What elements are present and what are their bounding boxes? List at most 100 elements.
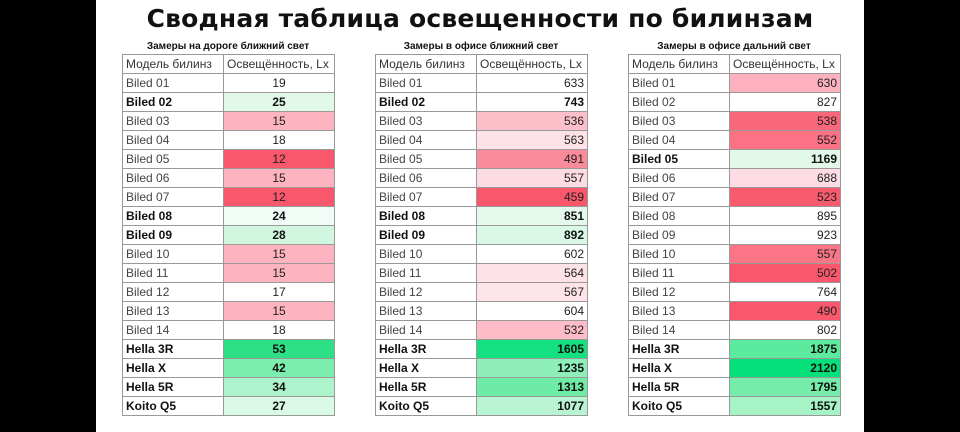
illuminance-cell: 1605 <box>476 339 588 359</box>
header-model: Модель билинз <box>628 54 730 74</box>
table-row: Koito Q5 1557 <box>628 396 841 416</box>
illuminance-cell: 490 <box>729 301 841 321</box>
illuminance-cell: 1169 <box>729 149 841 169</box>
illuminance-cell: 18 <box>223 320 335 340</box>
illuminance-cell: 557 <box>476 168 588 188</box>
illuminance-cell: 28 <box>223 225 335 245</box>
model-cell: Hella 5R <box>122 377 224 397</box>
model-cell: Koito Q5 <box>122 396 224 416</box>
table-row: Biled 09 28 <box>122 225 335 245</box>
illuminance-cell: 743 <box>476 92 588 112</box>
illuminance-cell: 892 <box>476 225 588 245</box>
illuminance-cell: 25 <box>223 92 335 112</box>
table-row: Koito Q5 1077 <box>375 396 588 416</box>
table-row: Biled 10 602 <box>375 244 588 264</box>
table-row: Biled 06 15 <box>122 168 335 188</box>
illuminance-cell: 630 <box>729 73 841 93</box>
model-cell: Biled 14 <box>375 320 477 340</box>
model-cell: Biled 02 <box>628 92 730 112</box>
table-block-office-high-beam: Замеры в офисе дальний свет Модель билин… <box>628 40 841 416</box>
table-row: Hella 5R 1313 <box>375 377 588 397</box>
table-row: Biled 03 538 <box>628 111 841 131</box>
illuminance-cell: 15 <box>223 244 335 264</box>
illuminance-cell: 827 <box>729 92 841 112</box>
model-cell: Biled 07 <box>375 187 477 207</box>
table-row: Hella 3R 1605 <box>375 339 588 359</box>
illuminance-cell: 15 <box>223 168 335 188</box>
table-row: Biled 14 802 <box>628 320 841 340</box>
illuminance-cell: 557 <box>729 244 841 264</box>
header-row: Модель билинз Освещённость, Lx <box>122 54 335 74</box>
illuminance-cell: 923 <box>729 225 841 245</box>
model-cell: Biled 07 <box>122 187 224 207</box>
table-row: Biled 11 564 <box>375 263 588 283</box>
table-row: Biled 02 827 <box>628 92 841 112</box>
model-cell: Biled 08 <box>375 206 477 226</box>
illuminance-cell: 567 <box>476 282 588 302</box>
header-row: Модель билинз Освещённость, Lx <box>375 54 588 74</box>
model-cell: Biled 05 <box>628 149 730 169</box>
table-block-road-low-beam: Замеры на дороге ближний свет Модель бил… <box>122 40 335 416</box>
model-cell: Biled 01 <box>122 73 224 93</box>
model-cell: Hella 3R <box>628 339 730 359</box>
illuminance-cell: 1235 <box>476 358 588 378</box>
table-row: Hella X 42 <box>122 358 335 378</box>
model-cell: Hella X <box>628 358 730 378</box>
model-cell: Hella X <box>375 358 477 378</box>
illuminance-table: Модель билинз Освещённость, Lx Biled 01 6… <box>628 54 841 416</box>
illuminance-cell: 538 <box>729 111 841 131</box>
illuminance-cell: 1077 <box>476 396 588 416</box>
header-model: Модель билинз <box>375 54 477 74</box>
table-row: Biled 09 923 <box>628 225 841 245</box>
table-row: Biled 04 18 <box>122 130 335 150</box>
illuminance-cell: 688 <box>729 168 841 188</box>
illuminance-cell: 15 <box>223 111 335 131</box>
table-row: Biled 06 688 <box>628 168 841 188</box>
model-cell: Biled 08 <box>628 206 730 226</box>
model-cell: Biled 06 <box>375 168 477 188</box>
table-row: Hella X 2120 <box>628 358 841 378</box>
model-cell: Biled 14 <box>122 320 224 340</box>
model-cell: Biled 12 <box>375 282 477 302</box>
illuminance-cell: 17 <box>223 282 335 302</box>
illuminance-table: Модель билинз Освещённость, Lx Biled 01 1… <box>122 54 335 416</box>
model-cell: Biled 04 <box>628 130 730 150</box>
table-row: Biled 10 15 <box>122 244 335 264</box>
illuminance-cell: 1557 <box>729 396 841 416</box>
model-cell: Koito Q5 <box>375 396 477 416</box>
illuminance-cell: 764 <box>729 282 841 302</box>
table-row: Biled 02 25 <box>122 92 335 112</box>
table-row: Biled 08 851 <box>375 206 588 226</box>
header-illuminance: Освещённость, Lx <box>476 54 588 74</box>
table-row: Biled 08 24 <box>122 206 335 226</box>
table-row: Biled 12 17 <box>122 282 335 302</box>
table-row: Hella 5R 34 <box>122 377 335 397</box>
model-cell: Biled 05 <box>122 149 224 169</box>
model-cell: Biled 05 <box>375 149 477 169</box>
table-row: Hella X 1235 <box>375 358 588 378</box>
illuminance-cell: 1875 <box>729 339 841 359</box>
model-cell: Biled 09 <box>628 225 730 245</box>
illuminance-cell: 564 <box>476 263 588 283</box>
illuminance-cell: 18 <box>223 130 335 150</box>
table-title: Замеры на дороге ближний свет <box>146 41 310 52</box>
table-row: Biled 12 764 <box>628 282 841 302</box>
table-row: Biled 02 743 <box>375 92 588 112</box>
model-cell: Biled 02 <box>122 92 224 112</box>
illuminance-cell: 604 <box>476 301 588 321</box>
illuminance-cell: 12 <box>223 149 335 169</box>
illuminance-cell: 42 <box>223 358 335 378</box>
table-row: Hella 3R 53 <box>122 339 335 359</box>
model-cell: Biled 09 <box>122 225 224 245</box>
model-cell: Hella X <box>122 358 224 378</box>
table-row: Biled 11 15 <box>122 263 335 283</box>
table-body: Biled 01 633 Biled 02 743 Biled 03 536 Biled 0… <box>375 73 588 416</box>
illuminance-cell: 536 <box>476 111 588 131</box>
table-row: Koito Q5 27 <box>122 396 335 416</box>
model-cell: Biled 12 <box>628 282 730 302</box>
table-row: Hella 5R 1795 <box>628 377 841 397</box>
model-cell: Biled 11 <box>122 263 224 283</box>
table-title: Замеры в офисе дальний свет <box>657 41 811 52</box>
model-cell: Biled 10 <box>122 244 224 264</box>
table-block-office-low-beam: Замеры в офисе ближний свет Модель билин… <box>375 40 588 416</box>
